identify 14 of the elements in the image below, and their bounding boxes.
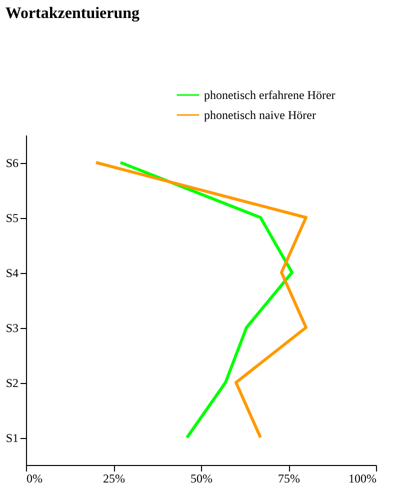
y-tick-label: S2 (6, 376, 18, 390)
y-tick-label: S1 (6, 431, 18, 445)
y-tick-label: S5 (6, 211, 18, 225)
x-tick-label: 0% (26, 472, 42, 486)
y-tick-label: S3 (6, 321, 18, 335)
x-tick-label: 100% (348, 472, 376, 486)
legend-label: phonetisch naive Hörer (204, 108, 316, 122)
x-tick-label: 50% (190, 472, 212, 486)
y-tick-label: S4 (6, 266, 18, 280)
x-tick-label: 75% (278, 472, 300, 486)
y-tick-label: S6 (6, 156, 18, 170)
chart-title: Wortakzentuierung (5, 5, 140, 22)
x-tick-label: 25% (103, 472, 125, 486)
legend-label: phonetisch erfahrene Hörer (204, 88, 336, 102)
